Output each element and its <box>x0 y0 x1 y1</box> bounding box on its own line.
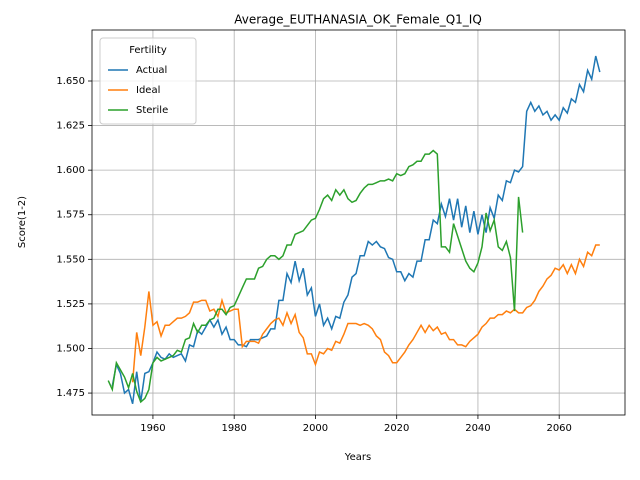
legend-label: Sterile <box>136 105 168 116</box>
x-axis-label: Years <box>344 452 371 463</box>
data-line <box>107 149 524 404</box>
legend-label: Actual <box>136 65 167 76</box>
plot-frame <box>91 29 626 416</box>
x-tick-label: 2060 <box>546 423 571 434</box>
y-tick-label: 1.550 <box>56 254 85 265</box>
x-tick-label: 1960 <box>140 423 165 434</box>
y-axis-label: Score(1-2) <box>17 196 28 248</box>
y-tick-label: 1.625 <box>56 121 85 132</box>
y-tick-label: 1.525 <box>56 299 85 310</box>
x-tick-label: 2040 <box>465 423 490 434</box>
y-tick-label: 1.500 <box>56 343 85 354</box>
legend-label: Ideal <box>136 85 160 96</box>
x-tick-label: 2000 <box>303 423 328 434</box>
y-tick-label: 1.650 <box>56 76 85 87</box>
y-tick-label: 1.475 <box>56 388 85 399</box>
chart-title: Average_EUTHANASIA_OK_Female_Q1_IQ <box>234 13 482 27</box>
data-line <box>131 244 600 383</box>
y-tick-label: 1.600 <box>56 165 85 176</box>
legend-title: Fertility <box>129 45 167 56</box>
x-tick-label: 1980 <box>221 423 246 434</box>
y-tick-label: 1.575 <box>56 210 85 221</box>
legend-box <box>99 37 197 125</box>
x-tick-label: 2020 <box>384 423 409 434</box>
data-line <box>111 55 601 404</box>
